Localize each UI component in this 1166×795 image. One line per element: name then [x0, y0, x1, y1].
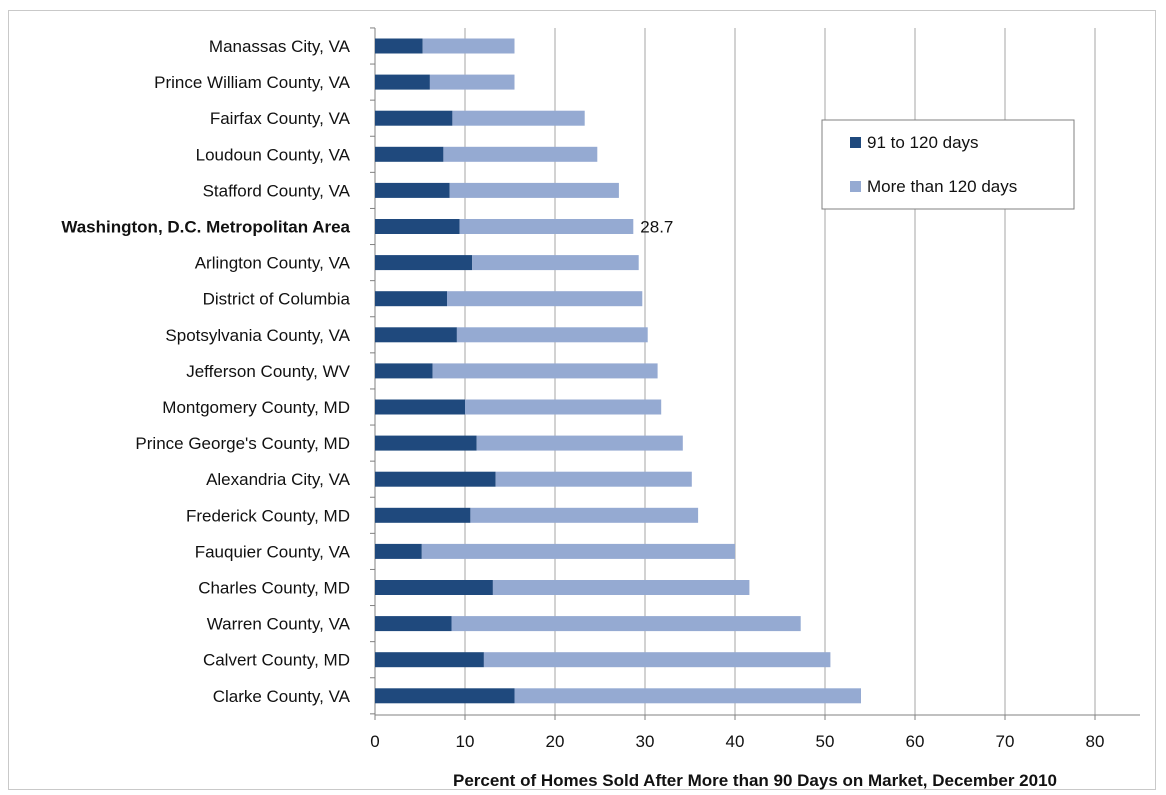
bar-more-than-120-days [514, 688, 861, 704]
category-label: Spotsylvania County, VA [165, 326, 350, 345]
chart-frame [8, 10, 1156, 790]
category-label: Frederick County, MD [186, 506, 350, 525]
bar-91-to-120-days [375, 110, 453, 126]
category-label: Clarke County, VA [213, 687, 351, 706]
x-tick-label: 80 [1086, 732, 1105, 751]
bar-91-to-120-days [375, 38, 423, 54]
bar-more-than-120-days [470, 507, 699, 523]
bar-more-than-120-days [449, 182, 619, 198]
category-label: Charles County, MD [198, 579, 350, 598]
x-axis-title: Percent of Homes Sold After More than 90… [453, 771, 1057, 790]
category-label: Fauquier County, VA [195, 542, 351, 561]
bar-91-to-120-days [375, 471, 496, 487]
category-label: Manassas City, VA [209, 37, 351, 56]
bar-91-to-120-days [375, 363, 433, 379]
bar-91-to-120-days [375, 255, 473, 271]
category-label: Calvert County, MD [203, 651, 350, 670]
bar-91-to-120-days [375, 543, 422, 559]
bar-more-than-120-days [495, 471, 692, 487]
bar-91-to-120-days [375, 507, 471, 523]
legend-swatch-91-to-120-days [850, 137, 861, 148]
bar-more-than-120-days [459, 219, 634, 234]
bar-91-to-120-days [375, 219, 460, 234]
x-tick-label: 10 [456, 732, 475, 751]
x-tick-label: 70 [996, 732, 1015, 751]
x-tick-label: 50 [816, 732, 835, 751]
bar-more-than-120-days [472, 255, 639, 271]
bar-91-to-120-days [375, 74, 430, 90]
category-label: Warren County, VA [207, 615, 351, 634]
data-label: 28.7 [640, 218, 673, 237]
bar-more-than-120-days [476, 435, 683, 451]
bar-more-than-120-days [451, 616, 801, 632]
bar-91-to-120-days [375, 146, 444, 162]
bar-91-to-120-days [375, 435, 477, 451]
bar-more-than-120-days [492, 580, 750, 595]
x-tick-label: 40 [726, 732, 745, 751]
bar-91-to-120-days [375, 688, 515, 704]
bar-more-than-120-days [452, 110, 585, 126]
x-tick-label: 0 [370, 732, 379, 751]
category-label: Alexandria City, VA [206, 470, 351, 489]
bar-more-than-120-days [443, 146, 598, 162]
bar-more-than-120-days [421, 543, 735, 559]
category-label: Fairfax County, VA [210, 109, 351, 128]
bar-more-than-120-days [429, 74, 515, 90]
bar-91-to-120-days [375, 652, 484, 668]
bar-91-to-120-days [375, 580, 493, 595]
legend-label-more-than-120-days: More than 120 days [867, 177, 1017, 196]
x-tick-label: 60 [906, 732, 925, 751]
bar-91-to-120-days [375, 616, 452, 632]
x-tick-label: 30 [636, 732, 655, 751]
legend-label-91-to-120-days: 91 to 120 days [867, 133, 979, 152]
bar-91-to-120-days [375, 327, 457, 343]
bar-91-to-120-days [375, 399, 465, 415]
bar-91-to-120-days [375, 182, 450, 198]
legend-swatch-more-than-120-days [850, 181, 861, 192]
bar-more-than-120-days [483, 652, 831, 668]
bar-more-than-120-days [422, 38, 515, 54]
category-label: Jefferson County, WV [186, 362, 350, 381]
category-label: Prince William County, VA [154, 73, 351, 92]
category-label: Montgomery County, MD [162, 398, 350, 417]
bar-91-to-120-days [375, 291, 447, 307]
category-label: District of Columbia [203, 290, 351, 309]
bar-more-than-120-days [447, 291, 643, 307]
category-label: Stafford County, VA [203, 181, 351, 200]
bar-more-than-120-days [456, 327, 648, 343]
category-label: Washington, D.C. Metropolitan Area [61, 218, 350, 237]
category-label: Loudoun County, VA [196, 145, 351, 164]
category-label: Prince George's County, MD [135, 434, 350, 453]
category-label: Arlington County, VA [195, 254, 351, 273]
bar-more-than-120-days [465, 399, 662, 415]
legend-box [821, 119, 1075, 210]
x-tick-label: 20 [546, 732, 565, 751]
bar-more-than-120-days [432, 363, 658, 379]
